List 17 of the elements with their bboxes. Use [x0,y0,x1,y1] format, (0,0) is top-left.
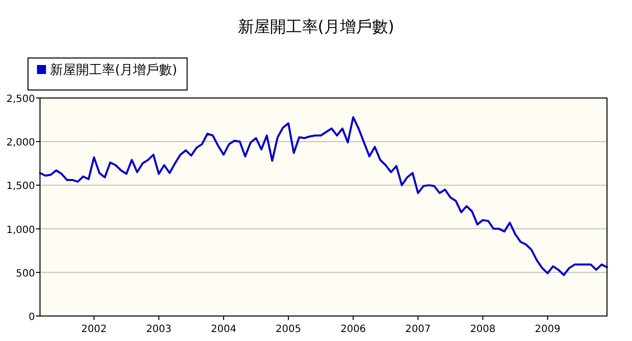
x-tick-label: 2006 [340,324,366,335]
x-tick-label: 2002 [81,324,107,335]
x-tick-label: 2003 [146,324,172,335]
y-tick-label: 0 [28,312,35,323]
y-tick-label: 1,500 [6,181,35,192]
x-tick-label: 2009 [534,324,560,335]
y-tick-label: 2,000 [6,138,35,149]
y-tick-label: 2,500 [6,94,35,105]
legend-label: 新屋開工率(月增戶數) [50,62,178,78]
y-tick-label: 1,000 [6,224,35,236]
y-tick-label: 500 [16,268,35,280]
legend: 新屋開工率(月增戶數) [28,58,188,90]
chart-title: 新屋開工率(月增戶數) [238,17,394,36]
x-tick-label: 2008 [470,324,496,335]
x-tick-label: 2004 [210,324,236,335]
x-tick-label: 2007 [405,324,431,335]
x-tick-label: 2005 [276,324,302,335]
